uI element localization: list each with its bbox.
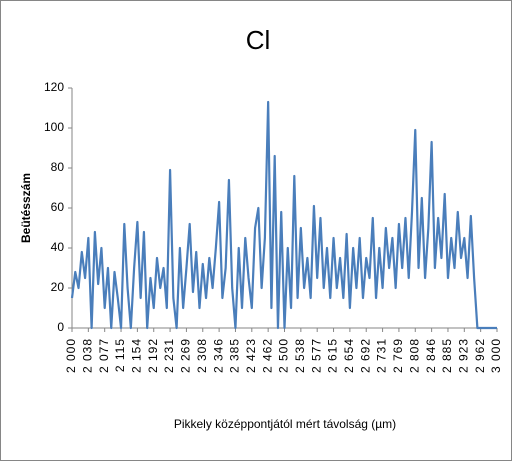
- x-tick-label: 2 692: [358, 338, 372, 373]
- x-tick-label: 2 731: [375, 338, 389, 373]
- x-axis-label: Pikkely középpontjától mért távolság (µm…: [174, 417, 396, 431]
- x-tick-label: 2 846: [424, 338, 438, 373]
- y-tick-label: 60: [51, 200, 65, 214]
- chart-title: Cl: [246, 25, 271, 55]
- x-tick-label: 2 615: [326, 338, 340, 373]
- x-tick-label: 2 115: [113, 338, 127, 372]
- x-tick-label: 2 231: [162, 338, 176, 373]
- x-tick-label: 2 038: [81, 338, 95, 373]
- x-tick-label: 2 154: [130, 338, 144, 373]
- y-tick-label: 40: [51, 240, 65, 254]
- x-tick-label: 2 808: [407, 338, 421, 373]
- x-tick-label: 2 423: [244, 338, 258, 373]
- x-tick-label: 2 269: [179, 338, 193, 373]
- data-line: [70, 100, 497, 330]
- x-tick-label: 2 000: [64, 338, 78, 373]
- x-tick-label: 2 346: [211, 338, 225, 373]
- x-tick-label: 2 192: [146, 338, 160, 373]
- x-tick-label: 2 077: [97, 338, 111, 373]
- y-tick-label: 120: [44, 80, 64, 94]
- x-tick-label: 2 462: [260, 338, 274, 373]
- x-tick-label: 3 000: [489, 338, 503, 373]
- y-tick-label: 80: [51, 160, 65, 174]
- y-tick-label: 20: [51, 280, 65, 294]
- x-tick-label: 2 538: [293, 338, 307, 373]
- x-tick-label: 2 308: [195, 338, 209, 373]
- y-tick-label: 0: [57, 320, 64, 334]
- x-tick-label: 2 923: [456, 338, 470, 373]
- x-tick-label: 2 385: [228, 338, 242, 373]
- x-tick-label: 2 654: [342, 338, 356, 373]
- x-tick-label: 2 500: [277, 338, 291, 373]
- y-tick-label: 100: [44, 120, 64, 134]
- x-tick-label: 2 769: [391, 338, 405, 373]
- y-axis-label: Beütésszám: [19, 173, 33, 243]
- x-tick-label: 2 885: [440, 338, 454, 373]
- x-tick-label: 2 962: [473, 338, 487, 373]
- x-tick-label: 2 577: [309, 338, 323, 373]
